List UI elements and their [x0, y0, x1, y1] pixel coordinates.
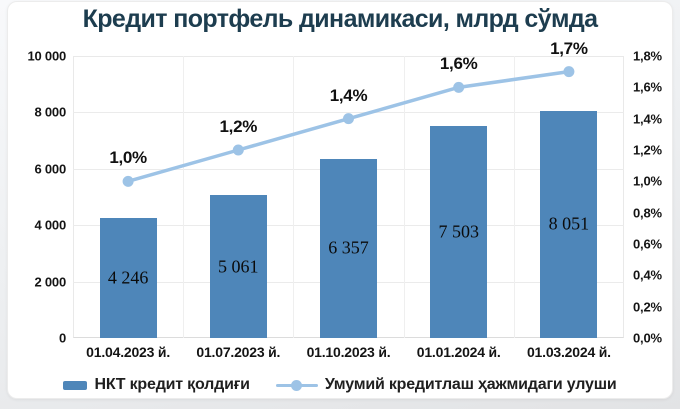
left-axis-tick: 10 000 [27, 48, 66, 64]
bar [209, 195, 267, 338]
line-point-label: 1,7% [550, 38, 588, 58]
line-point-label: 1,2% [219, 117, 258, 136]
legend-item-bar-series: НКТ кредит қолдиғи [63, 376, 250, 394]
legend-label-bar-series: НКТ кредит қолдиғи [94, 376, 250, 393]
vertical-gridline [293, 56, 295, 338]
left-axis-tick: 8 000 [34, 104, 66, 120]
right-axis-tick: 1,0% [633, 173, 662, 189]
right-axis-tick: 1,2% [633, 142, 662, 158]
bar-value-label: 6 357 [328, 237, 369, 258]
right-axis-tick: 0,2% [633, 299, 662, 315]
x-axis-label: 01.01.2024 й. [416, 344, 501, 360]
right-axis-tick: 1,6% [633, 79, 662, 95]
bar-value-label: 4 246 [107, 267, 149, 288]
x-axis-label: 01.07.2023 й. [196, 344, 281, 360]
vertical-gridline [403, 56, 405, 338]
line-point-label: 1,0% [109, 148, 147, 168]
left-axis-tick: 6 000 [34, 161, 66, 177]
bar [99, 218, 157, 338]
vertical-gridline [513, 56, 515, 338]
legend-item-line-series: Умумий кредитлаш ҳажмидаги улуши [275, 376, 617, 394]
right-axis-tick: 0,6% [633, 236, 662, 252]
x-axis-label: 01.03.2024 й. [526, 344, 611, 360]
vertical-gridline [183, 56, 185, 338]
right-axis-tick: 1,4% [633, 111, 662, 127]
left-axis-tick: 2 000 [34, 274, 66, 290]
line-point-label: 1,6% [439, 54, 478, 74]
legend-label-line-series: Умумий кредитлаш ҳажмидаги улуши [324, 376, 617, 393]
right-axis-tick: 0,0% [633, 330, 662, 346]
left-axis-tick: 4 000 [34, 217, 66, 233]
x-axis-label: 01.10.2023 й. [306, 344, 391, 360]
line-series-swatch-icon [275, 379, 318, 391]
bar-series-swatch-icon [63, 380, 88, 390]
bar [320, 158, 377, 338]
line-marker-icon [290, 379, 302, 391]
line-point-label: 1,4% [329, 85, 368, 105]
right-axis-tick: 1,8% [633, 48, 662, 64]
bar-value-label: 8 051 [548, 213, 590, 234]
bar-value-label: 5 061 [218, 256, 259, 277]
chart-title: Кредит портфель динамикаси, млрд сўмда [82, 5, 598, 33]
right-axis-tick: 0,4% [633, 267, 662, 283]
right-axis-tick: 0,8% [633, 205, 662, 221]
chart-card: Кредит портфель динамикаси, млрд сўмда 0… [7, 1, 673, 399]
left-axis-tick: 0 [58, 330, 66, 346]
chart-legend: НКТ кредит қолдиғи Умумий кредитлаш ҳажм… [8, 373, 672, 397]
bar-value-label: 7 503 [438, 221, 479, 242]
x-axis-label: 01.04.2023 й. [86, 344, 171, 360]
